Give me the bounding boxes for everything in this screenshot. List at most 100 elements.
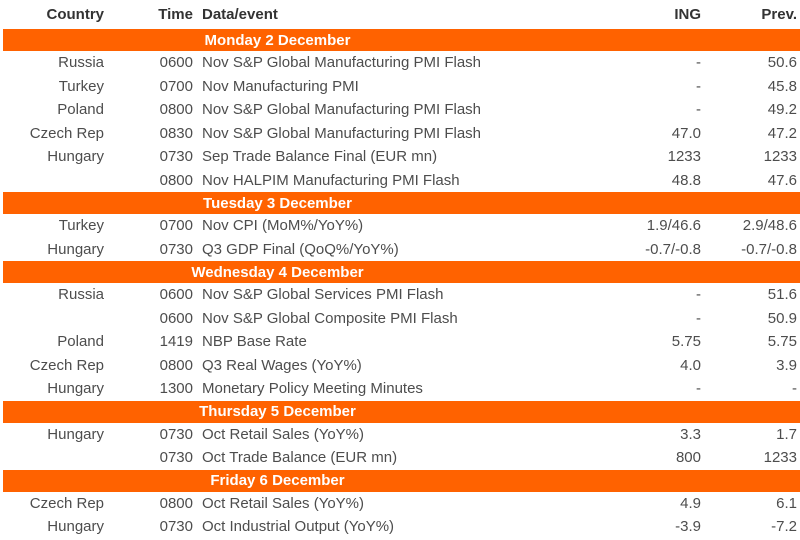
cell-event: Nov HALPIM Manufacturing PMI Flash <box>202 171 460 189</box>
cell-prev: 47.6 <box>767 171 797 189</box>
cell-prev: 2.9/48.6 <box>742 217 797 235</box>
table-row: Poland 1419 NBP Base Rate 5.75 5.75 <box>3 330 800 354</box>
cell-country: Turkey <box>58 77 104 95</box>
cell-event: Nov CPI (MoM%/YoY%) <box>202 217 364 235</box>
cell-prev: -0.7/-0.8 <box>741 240 797 258</box>
column-header-prev: Prev. <box>761 6 797 23</box>
section-band-fill <box>552 400 706 423</box>
cell-prev: 6.1 <box>776 494 797 512</box>
cell-time: 0730 <box>159 425 193 443</box>
cell-prev: 3.9 <box>776 356 797 374</box>
cell-ing: - <box>696 380 701 398</box>
section-band: Friday 6 December <box>3 469 800 492</box>
cell-prev: 51.6 <box>767 286 797 304</box>
cell-event: Nov S&P Global Manufacturing PMI Flash <box>202 124 482 142</box>
cell-event: Monetary Policy Meeting Minutes <box>202 380 423 398</box>
cell-time: 0730 <box>159 449 193 467</box>
section-band: Wednesday 4 December <box>3 261 800 283</box>
table-row: Hungary 1300 Monetary Policy Meeting Minut… <box>3 377 800 401</box>
cell-time: 0800 <box>159 171 193 189</box>
section-band-fill <box>552 192 706 214</box>
cell-event: Nov S&P Global Services PMI Flash <box>202 286 444 304</box>
table-row: Hungary 0730 Q3 GDP Final (QoQ%/YoY%) -0.7/… <box>3 238 800 262</box>
cell-ing: - <box>696 286 701 304</box>
table-row: Czech Rep 0830 Nov S&P Global Manufacturin… <box>3 122 800 146</box>
cell-event: Nov S&P Global Composite PMI Flash <box>202 309 458 327</box>
cell-event: Nov S&P Global Manufacturing PMI Flash <box>202 54 482 72</box>
cell-event: Oct Retail Sales (YoY%) <box>202 425 365 443</box>
cell-time: 0600 <box>159 286 193 304</box>
cell-country: Hungary <box>47 518 104 536</box>
cell-country: Czech Rep <box>29 494 104 512</box>
cell-country <box>3 446 112 470</box>
cell-time: 0730 <box>159 240 193 258</box>
cell-country: Hungary <box>47 425 104 443</box>
cell-country: Czech Rep <box>29 124 104 142</box>
section-title: Tuesday 3 December <box>3 192 552 214</box>
table-row: Czech Rep 0800 Q3 Real Wages (YoY%) 4.0 3.9 <box>3 354 800 378</box>
cell-time: 0700 <box>159 217 193 235</box>
cell-event: Q3 GDP Final (QoQ%/YoY%) <box>202 240 399 258</box>
cell-prev: - <box>792 380 797 398</box>
cell-time: 0830 <box>159 124 193 142</box>
cell-ing: 1.9/46.6 <box>646 217 701 235</box>
cell-time: 1419 <box>159 333 193 351</box>
section-band-fill <box>706 192 800 214</box>
cell-prev: 1.7 <box>776 425 797 443</box>
cell-prev: 45.8 <box>767 77 797 95</box>
cell-time: 1300 <box>159 380 193 398</box>
cell-prev: 49.2 <box>767 101 797 119</box>
cell-ing: 1233 <box>667 148 701 166</box>
section-band-fill <box>706 469 800 492</box>
cell-time: 0730 <box>159 148 193 166</box>
cell-time: 0700 <box>159 77 193 95</box>
cell-ing: 3.3 <box>680 425 701 443</box>
table-row: 0800 Nov HALPIM Manufacturing PMI Flash 48… <box>3 169 800 193</box>
cell-prev: 47.2 <box>767 124 797 142</box>
cell-country: Russia <box>58 286 104 304</box>
table-row: Turkey 0700 Nov Manufacturing PMI - 45.8 <box>3 75 800 99</box>
section-title: Friday 6 December <box>3 469 552 492</box>
cell-event: Nov S&P Global Manufacturing PMI Flash <box>202 101 482 119</box>
cell-country: Poland <box>57 333 104 351</box>
section-title: Thursday 5 December <box>3 400 552 423</box>
cell-time: 0800 <box>159 356 193 374</box>
cell-ing: 48.8 <box>671 171 701 189</box>
cell-event: Oct Industrial Output (YoY%) <box>202 518 395 536</box>
table-row: Turkey 0700 Nov CPI (MoM%/YoY%) 1.9/46.6 2.9… <box>3 214 800 238</box>
cell-country: Hungary <box>47 148 104 166</box>
table-row: Hungary 0730 Oct Industrial Output (YoY%) -… <box>3 515 800 539</box>
table-header-row: Country Time Data/event ING Prev. <box>3 0 800 29</box>
cell-prev: 1233 <box>763 148 797 166</box>
section-band: Monday 2 December <box>3 29 800 51</box>
cell-event: Nov Manufacturing PMI <box>202 77 359 95</box>
column-header-time: Time <box>158 6 193 23</box>
cell-country: Russia <box>58 54 104 72</box>
cell-ing: - <box>696 54 701 72</box>
cell-ing: 4.9 <box>680 494 701 512</box>
cell-ing: 4.0 <box>680 356 701 374</box>
section-band-fill <box>706 261 800 283</box>
economic-calendar-table: Country Time Data/event ING Prev. Monday… <box>3 0 800 539</box>
table-row: Hungary 0730 Sep Trade Balance Final (EUR … <box>3 145 800 169</box>
cell-prev: 50.6 <box>767 54 797 72</box>
cell-prev: -7.2 <box>771 518 797 536</box>
cell-country: Hungary <box>47 380 104 398</box>
cell-ing: - <box>696 309 701 327</box>
cell-country: Turkey <box>58 217 104 235</box>
cell-event: Oct Retail Sales (YoY%) <box>202 494 365 512</box>
cell-time: 0800 <box>159 494 193 512</box>
cell-ing: - <box>696 101 701 119</box>
cell-country: Czech Rep <box>29 356 104 374</box>
table-body: Monday 2 December Russia 0600 Nov S&P Globa… <box>3 29 800 539</box>
column-header-event: Data/event <box>202 6 278 23</box>
cell-ing: -0.7/-0.8 <box>645 240 701 258</box>
cell-time: 0730 <box>159 518 193 536</box>
column-header-ing: ING <box>674 6 701 23</box>
cell-country: Hungary <box>47 240 104 258</box>
cell-ing: - <box>696 77 701 95</box>
cell-time: 0600 <box>159 54 193 72</box>
cell-event: Oct Trade Balance (EUR mn) <box>202 449 398 467</box>
cell-country <box>3 169 112 193</box>
cell-country <box>3 307 112 331</box>
